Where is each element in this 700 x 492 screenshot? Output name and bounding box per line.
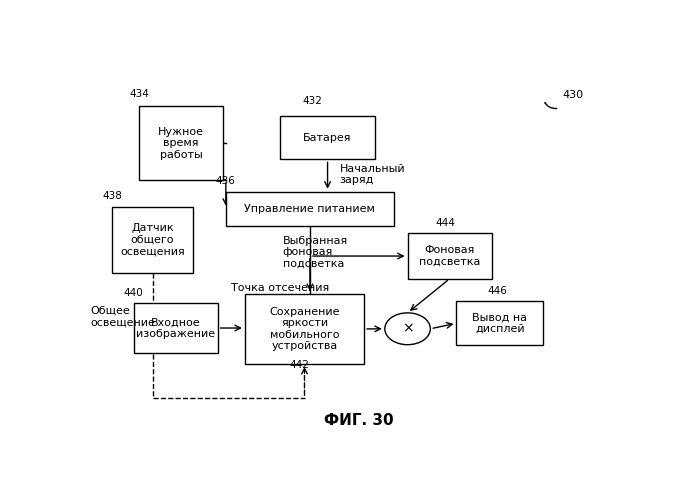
Text: Входное
изображение: Входное изображение xyxy=(136,317,215,339)
FancyArrowPatch shape xyxy=(545,103,557,109)
FancyBboxPatch shape xyxy=(134,304,218,353)
FancyBboxPatch shape xyxy=(456,302,543,345)
Text: Вывод на
дисплей: Вывод на дисплей xyxy=(473,312,527,334)
Text: Общее
освещение: Общее освещение xyxy=(90,306,155,328)
Text: 444: 444 xyxy=(435,217,456,228)
Text: Фоновая
подсветка: Фоновая подсветка xyxy=(419,245,480,267)
Text: 436: 436 xyxy=(216,176,236,186)
Text: 430: 430 xyxy=(562,90,583,100)
FancyBboxPatch shape xyxy=(245,294,364,364)
Text: Начальный
заряд: Начальный заряд xyxy=(340,164,405,185)
Text: 432: 432 xyxy=(302,96,323,106)
FancyBboxPatch shape xyxy=(112,207,193,273)
Text: Управление питанием: Управление питанием xyxy=(244,204,375,214)
FancyBboxPatch shape xyxy=(139,106,223,180)
Text: ×: × xyxy=(402,322,414,336)
FancyBboxPatch shape xyxy=(226,191,394,226)
Text: 440: 440 xyxy=(124,288,144,298)
Text: 438: 438 xyxy=(102,191,122,201)
Text: Нужное
время
работы: Нужное время работы xyxy=(158,127,204,160)
Text: Датчик
общего
освещения: Датчик общего освещения xyxy=(120,223,185,256)
Text: Точка отсечения: Точка отсечения xyxy=(231,283,330,293)
Text: ФИГ. 30: ФИГ. 30 xyxy=(324,413,393,429)
Text: 442: 442 xyxy=(289,361,309,370)
FancyBboxPatch shape xyxy=(407,233,491,279)
Text: Батарея: Батарея xyxy=(303,133,352,143)
Text: Выбранная
фоновая
подсветка: Выбранная фоновая подсветка xyxy=(283,236,348,269)
Circle shape xyxy=(385,313,430,345)
Text: Сохранение
яркости
мобильного
устройства: Сохранение яркости мобильного устройства xyxy=(270,307,340,351)
FancyBboxPatch shape xyxy=(280,116,375,159)
Text: 434: 434 xyxy=(129,89,149,99)
Text: 446: 446 xyxy=(487,286,507,296)
